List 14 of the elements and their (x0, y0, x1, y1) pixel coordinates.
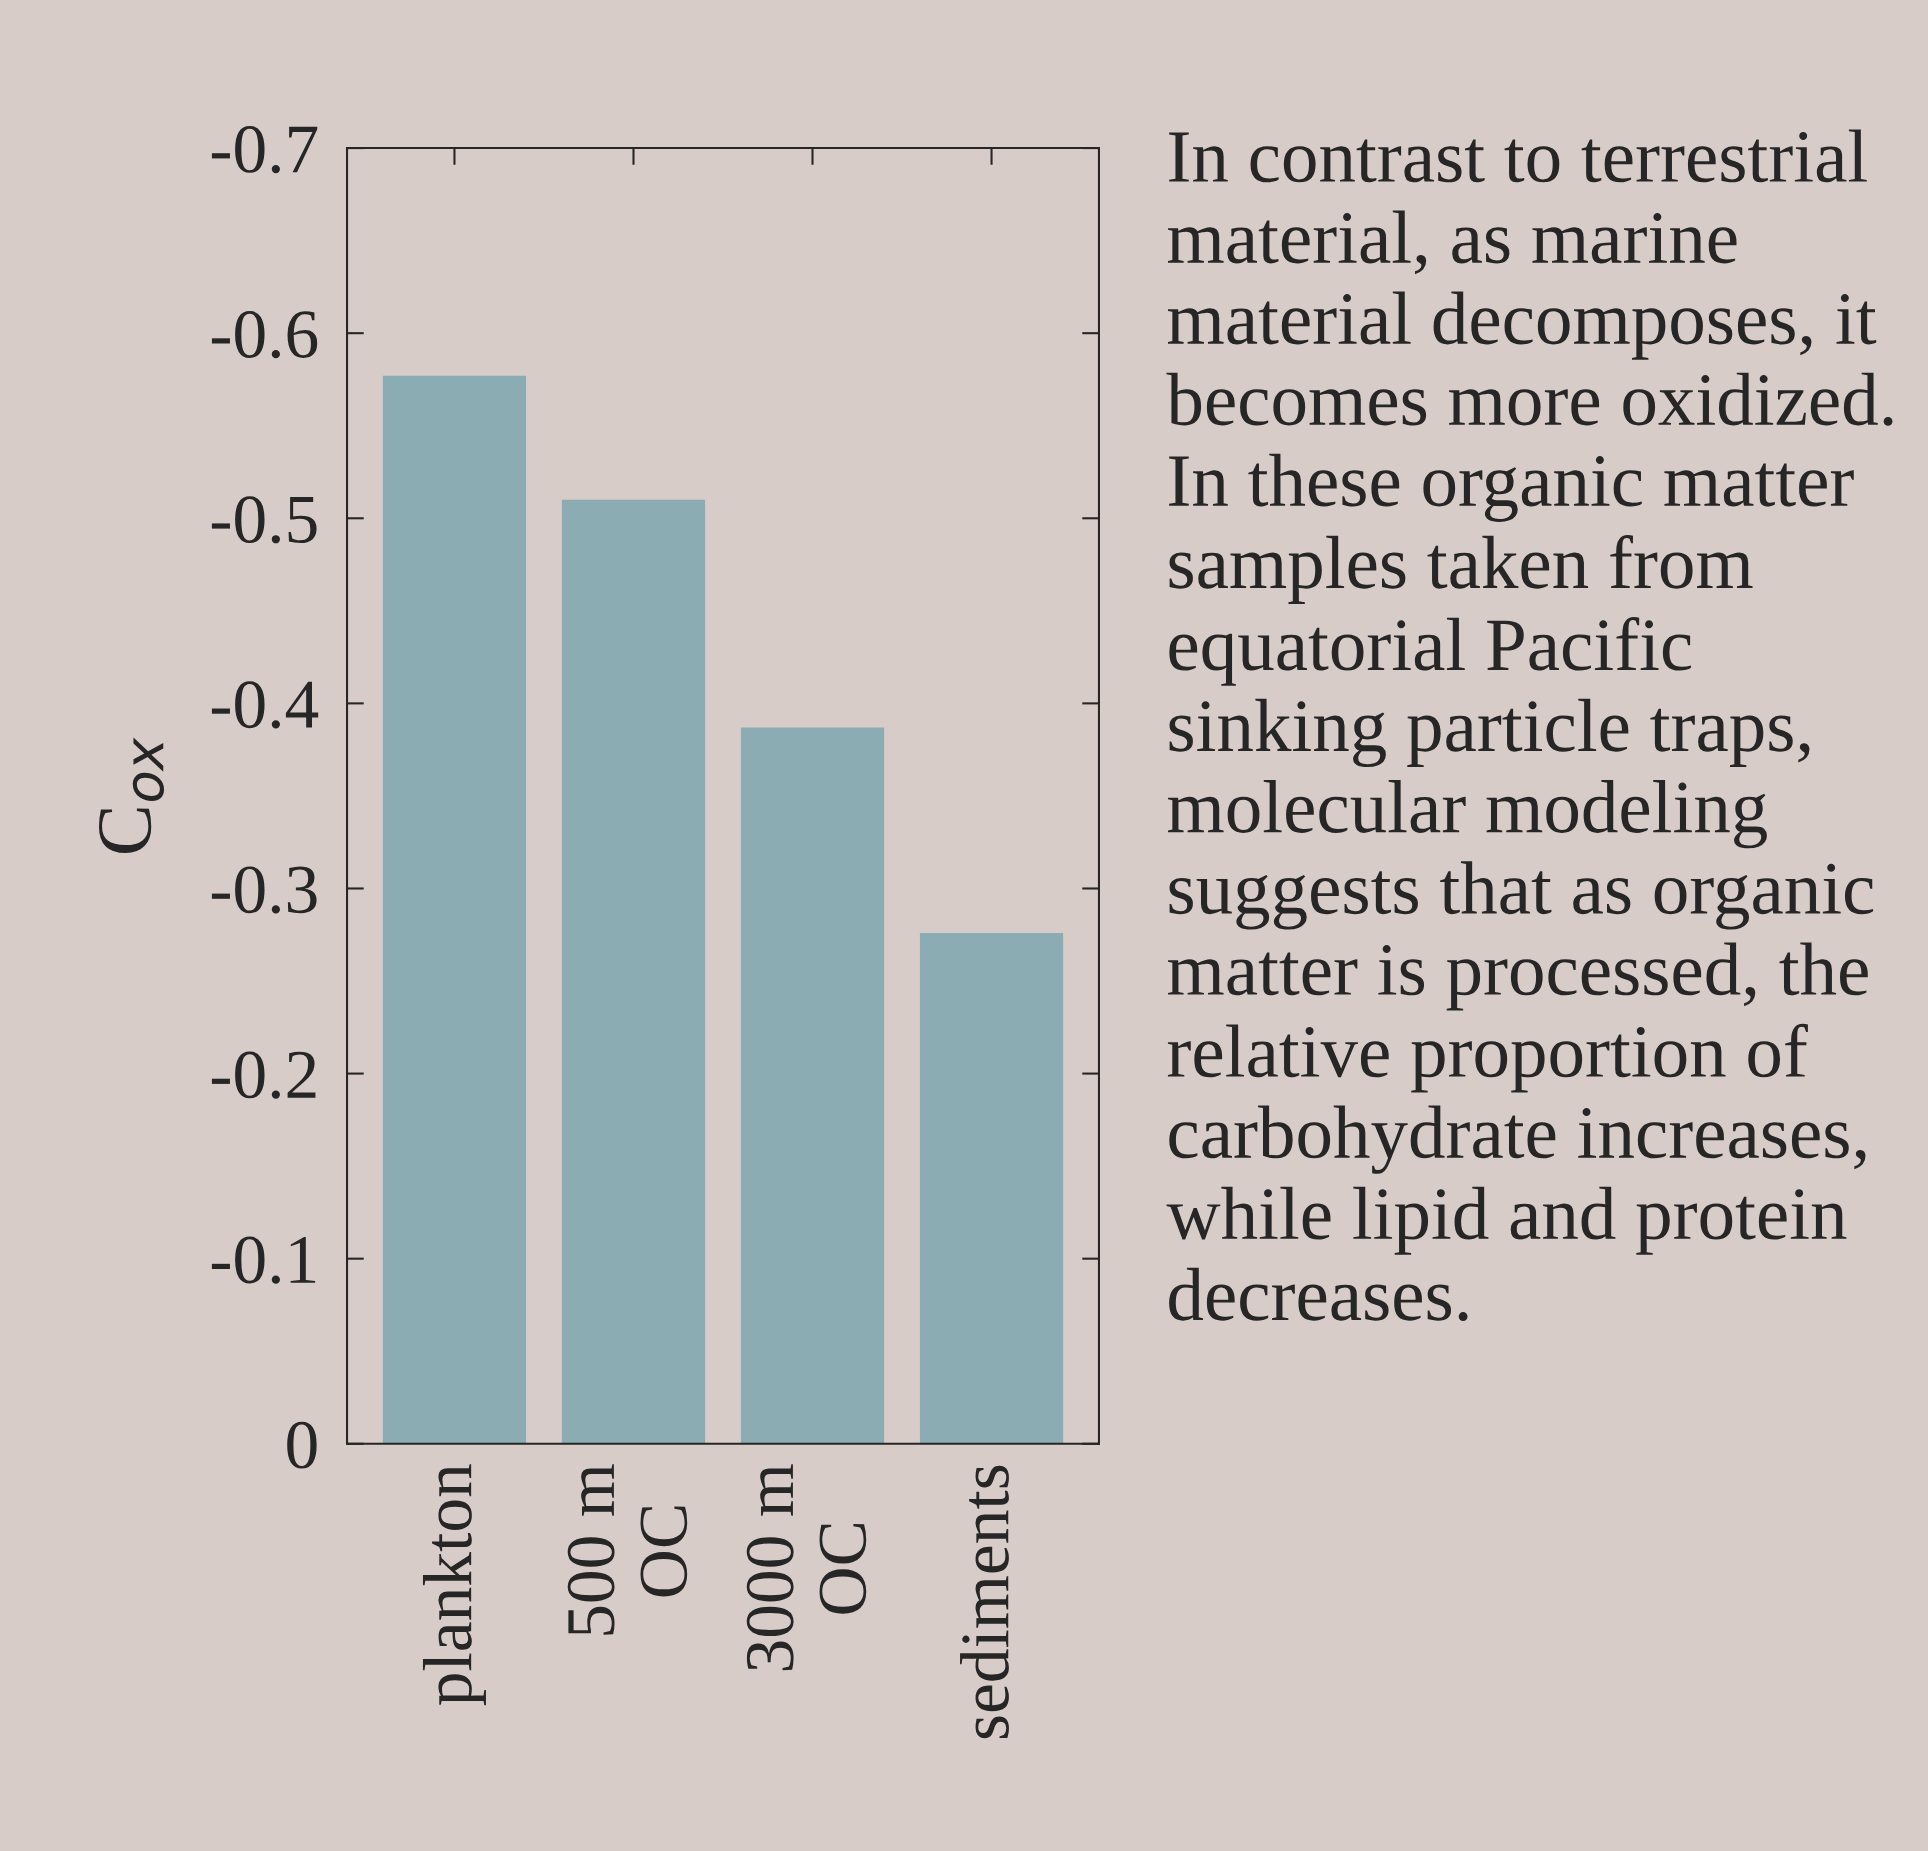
x-tick-label: plankton (422, 1464, 486, 1706)
y-tick-label: -0.3 (211, 866, 317, 914)
text: In contrast to terrestrial material, as marine material decomposes, it becomes more oxidized. In these organic matter samples taken from equatorial Pacific sinking particle traps, molecular modeling suggests that as organic matter is processed, the relative proportion of carbohydrate increases, while lipid and protein decreases. (1166, 129, 1893, 1321)
x-tick-label: sediments (960, 1465, 1009, 1739)
y-tick-label: -0.7 (211, 125, 318, 174)
y-tick-label: -0.4 (211, 681, 319, 729)
y-axis-title: C$_{ox}$ (98, 737, 165, 854)
y-tick-label: 0 (287, 1421, 317, 1469)
y-tick-label: -0.2 (211, 1051, 316, 1099)
x-tick-label: 3000 m OC (746, 1464, 867, 1671)
y-tick-label: -0.1 (211, 1236, 316, 1284)
x-tick-label: 500 m OC (567, 1464, 688, 1635)
y-tick-label: -0.5 (211, 496, 317, 544)
y-tick-label: -0.6 (211, 311, 318, 359)
